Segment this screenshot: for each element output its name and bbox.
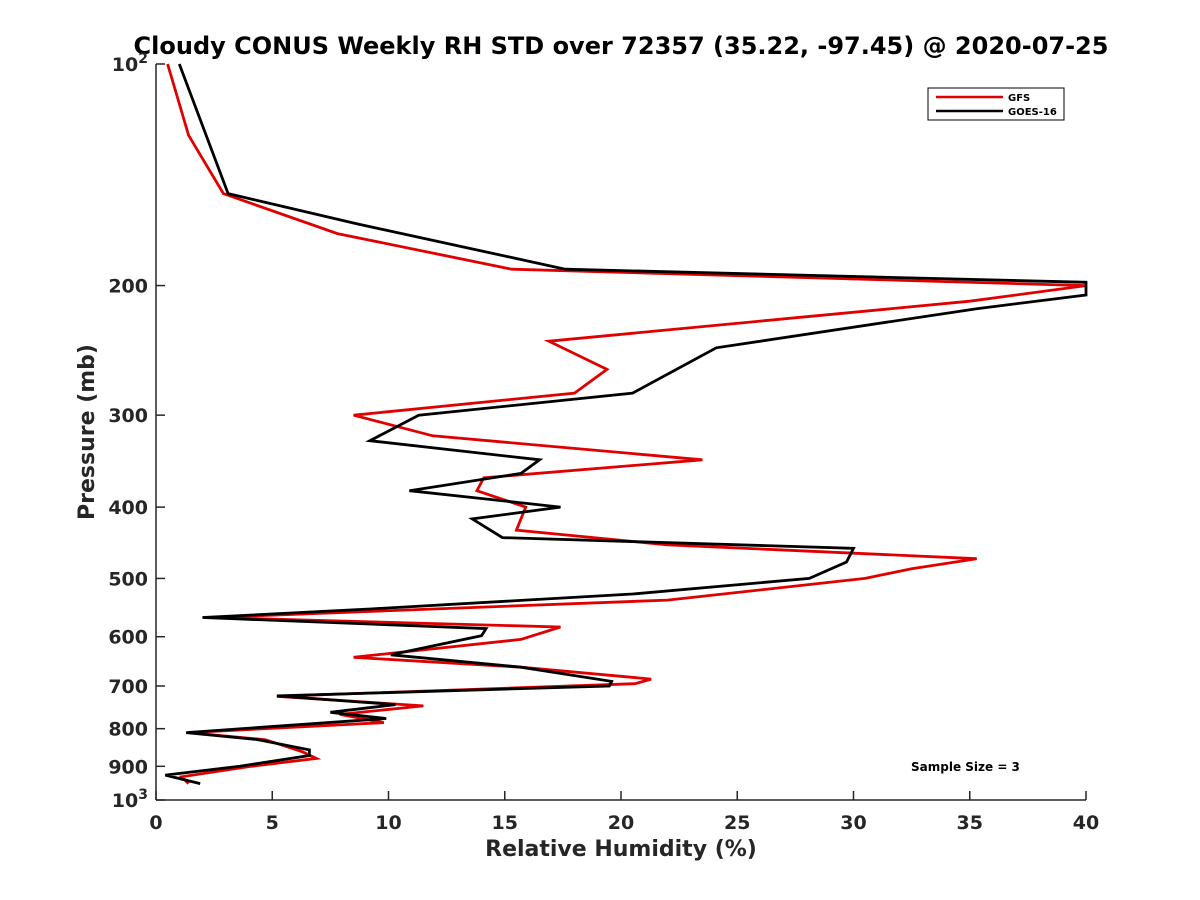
y-tick-label: 103	[112, 787, 148, 812]
plot-area: 0 5 10 15 20 25 30 35 40 102 200 300 400 500 600 700 800…	[108, 51, 1099, 834]
y-axis-label: Pressure (mb)	[75, 344, 100, 520]
x-tick-label: 15	[492, 812, 518, 834]
y-tick-label: 500	[108, 568, 148, 590]
series-line-gfs	[166, 63, 1087, 785]
x-tick-label: 30	[840, 812, 866, 834]
x-tick-label: 25	[724, 812, 750, 834]
legend-label-gfs: GFS	[1008, 93, 1030, 104]
series-lines	[164, 63, 1088, 785]
x-tick-label: 5	[266, 812, 279, 834]
y-tick-label: 300	[108, 405, 148, 427]
series-line-goes16	[164, 63, 1088, 785]
x-axis-label: Relative Humidity (%)	[485, 837, 757, 862]
sample-size-annotation: Sample Size = 3	[911, 760, 1020, 774]
x-tick-label: 20	[608, 812, 634, 834]
y-tick-label: 102	[112, 51, 148, 76]
x-tick-label: 0	[149, 812, 162, 834]
legend: GFS GOES-16	[927, 87, 1065, 121]
legend-box	[927, 87, 1065, 121]
y-tick-label: 700	[108, 676, 148, 698]
y-tick-label: 400	[108, 497, 148, 519]
y-tick-label: 600	[108, 627, 148, 649]
y-tick-label: 900	[108, 756, 148, 778]
ticks: 0 5 10 15 20 25 30 35 40 102 200 300 400 500 600 700 800…	[108, 51, 1099, 834]
x-tick-label: 10	[375, 812, 401, 834]
legend-label-goes16: GOES-16	[1008, 107, 1057, 118]
y-tick-label: 200	[108, 276, 148, 298]
y-tick-label: 800	[108, 719, 148, 741]
x-tick-label: 40	[1073, 812, 1099, 834]
x-tick-label: 35	[957, 812, 983, 834]
chart-title: Cloudy CONUS Weekly RH STD over 72357 (3…	[134, 32, 1109, 60]
